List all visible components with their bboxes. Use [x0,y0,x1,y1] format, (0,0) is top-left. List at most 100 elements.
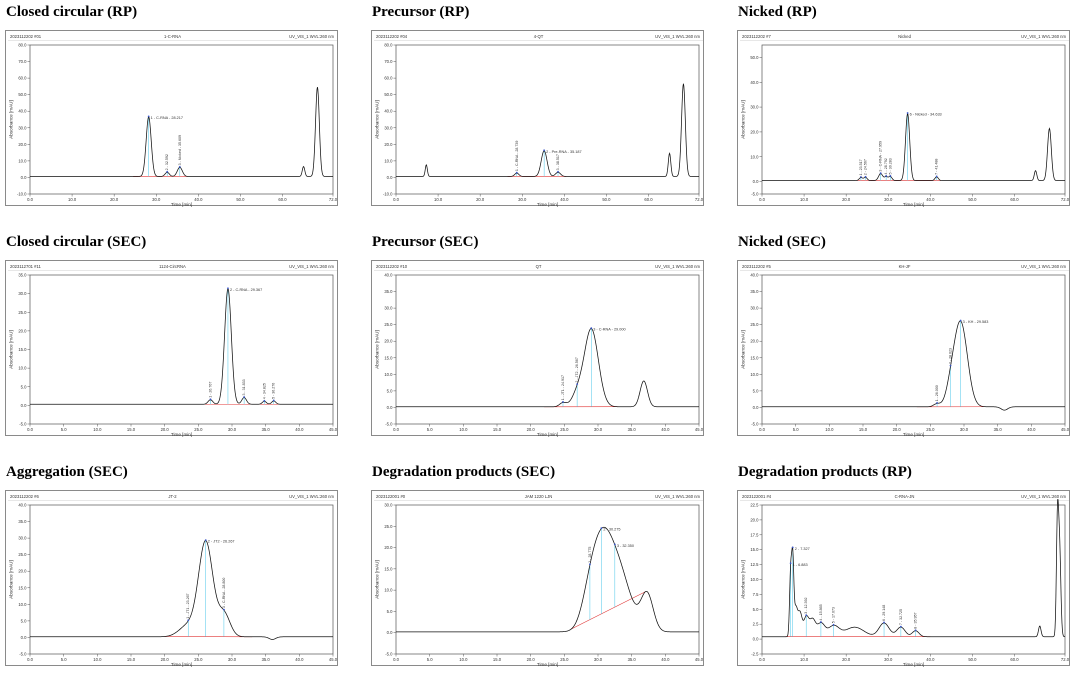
peak-marker [590,327,592,329]
peak-label: 5 - 17.073 [832,607,836,623]
y-tick-label: 15.0 [384,566,393,571]
peak-marker [148,115,150,117]
y-axis-label: Absorbance [mAU] [375,560,380,599]
chart-header-left: 2023122001 #4 [742,494,772,499]
peak-label: 6 - Nicked - 34.633 [910,113,942,117]
y-tick-label: -10.0 [383,192,393,197]
chart-header-center: JAM 1220 LJN [525,494,552,499]
x-tick-label: 35.0 [628,427,637,432]
y-axis-label: Absorbance [mAU] [9,560,14,599]
panel-title: Closed circular (RP) [6,4,137,21]
y-tick-label: 0.0 [21,175,27,180]
peak-label: 2 - C-RNA - 29.367 [230,288,262,292]
y-tick-label: 7.5 [753,592,759,597]
peak-label: 2 - JT2 - 26.267 [208,540,235,544]
chart-header-right: UV_VIS_1 WVL:260 nm [1021,34,1066,39]
peak-label: 3 - Nicked - 35.609 [178,135,182,165]
peak-marker [792,546,794,548]
panel-title: Nicked (SEC) [738,234,826,251]
peak-label: 1 - JT1 - 23.267 [186,593,190,618]
peak-label: 1 - 26.767 [208,382,212,398]
chart-header-left: 2023122001 #0 [376,494,406,499]
x-axis-label: Time [min] [537,662,558,667]
peak-label: 2 - Pre-RNA - 35.187 [546,150,581,154]
peak-label: 3 - 38.517 [556,154,560,170]
plot-area [396,45,699,194]
x-tick-label: 40.0 [1027,427,1036,432]
x-tick-label: 0.0 [759,657,765,662]
x-tick-label: 40.0 [661,427,670,432]
y-axis-label: Absorbance [mAU] [9,330,14,369]
x-tick-label: 45.0 [695,657,704,662]
x-tick-label: 35.0 [262,427,271,432]
y-tick-label: 30.0 [18,536,27,541]
x-tick-label: 20.0 [842,657,851,662]
peak-marker [205,539,207,541]
x-tick-label: 5.0 [793,427,799,432]
chart-header-right: UV_VIS_1 WVL:260 nm [289,494,334,499]
y-tick-label: 0.0 [21,403,27,408]
chart-header-right: UV_VIS_1 WVL:260 nm [655,494,700,499]
y-tick-label: 20.0 [384,142,393,147]
y-tick-label: 5.0 [387,609,393,614]
y-tick-label: 10.0 [750,577,759,582]
y-tick-label: 50.0 [18,92,27,97]
x-tick-label: 60.0 [644,197,653,202]
chromatogram-trace [30,289,333,404]
chart-header-left: 2023112202 #6 [10,494,39,499]
x-tick-label: 20.0 [527,657,536,662]
y-tick-label: 60.0 [18,76,27,81]
x-tick-label: 72.0 [1061,197,1070,202]
x-tick-label: 40.0 [560,197,569,202]
x-tick-label: 30.0 [518,197,527,202]
y-tick-label: 35.0 [18,273,27,278]
chart-header-left: 2023112202 #01 [10,34,42,39]
y-tick-label: 5.0 [21,384,27,389]
chart-header-right: UV_VIS_1 WVL:260 nm [1021,494,1066,499]
y-tick-label: 20.0 [18,142,27,147]
peak-label: 1 - 26.000 [935,385,939,401]
y-tick-label: 50.0 [750,55,759,60]
x-tick-label: 30.0 [152,197,161,202]
y-tick-label: -5.0 [385,652,393,657]
chart-header-center: 1124-CircRNA [159,264,186,269]
x-tick-label: 40.0 [295,657,304,662]
x-tick-label: 15.0 [493,427,502,432]
x-tick-label: 60.0 [1010,657,1019,662]
x-tick-label: 72.0 [1061,657,1070,662]
x-tick-label: 35.0 [262,657,271,662]
x-tick-label: 50.0 [968,197,977,202]
panel-title: Closed circular (SEC) [6,234,146,251]
y-tick-label: 15.0 [750,547,759,552]
chart-header-center: Nicked [898,34,911,39]
y-tick-label: 10.0 [384,372,393,377]
chart-header-right: UV_VIS_1 WVL:260 nm [1021,264,1066,269]
x-tick-label: 0.0 [27,197,33,202]
x-tick-label: 40.0 [926,197,935,202]
peak-label: 3 - KH - 29.583 [963,320,989,324]
y-tick-label: 50.0 [384,92,393,97]
x-axis-label: Time [min] [537,202,558,207]
x-tick-label: 40.0 [926,657,935,662]
chart-header-center: KH-JF [899,264,911,269]
y-tick-label: -5.0 [751,192,759,197]
peak-label: 1 - 6.883 [793,563,808,567]
chart-header-right: UV_VIS_1 WVL:260 nm [289,264,334,269]
y-tick-label: 10.0 [18,366,27,371]
y-tick-label: 80.0 [384,43,393,48]
peak-label: 5 - 30.283 [888,158,892,174]
peak-label: 5 - 36.276 [272,383,276,399]
peak-marker [600,527,602,529]
y-tick-label: 0.0 [387,175,393,180]
y-tick-label: 5.0 [21,618,27,623]
x-tick-label: 5.0 [61,657,67,662]
